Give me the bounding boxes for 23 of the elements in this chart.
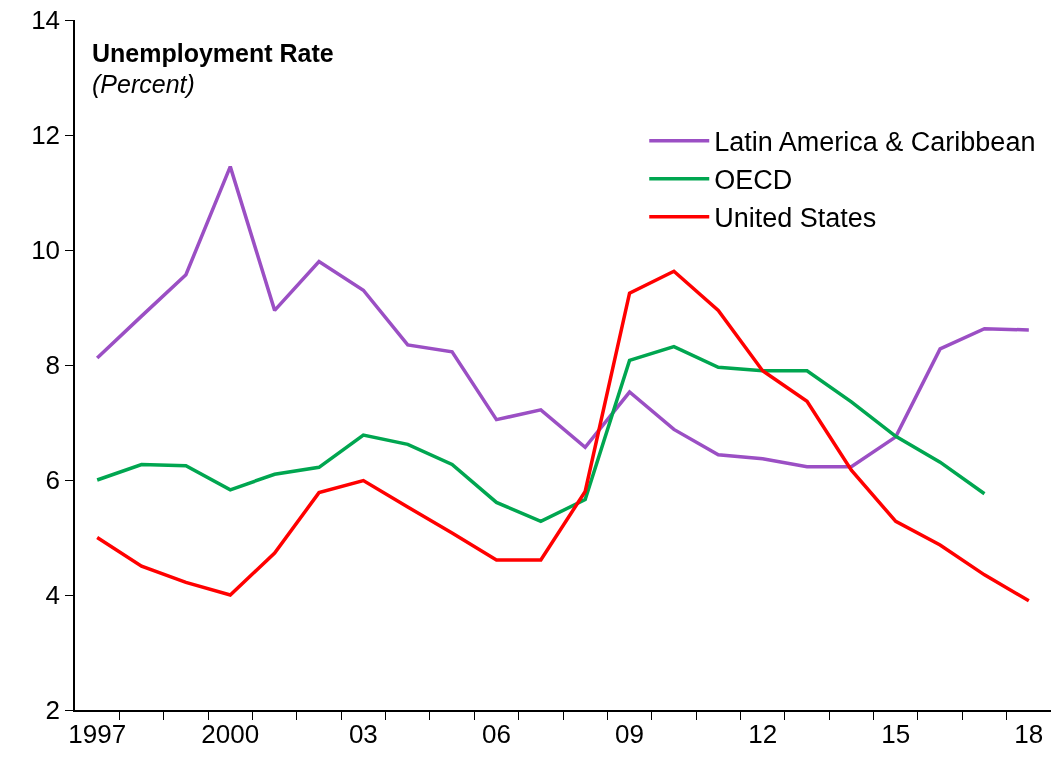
y-tick-label: 8 xyxy=(45,350,61,381)
legend-label: United States xyxy=(714,203,877,234)
line-series xyxy=(95,344,987,524)
legend-label: Latin America & Caribbean xyxy=(714,127,1036,158)
x-tick-label: 06 xyxy=(481,718,511,749)
y-tick-label: 10 xyxy=(31,235,61,266)
line-series xyxy=(95,164,1031,469)
y-tick-label: 12 xyxy=(31,120,61,151)
y-tick-label: 2 xyxy=(45,695,61,726)
x-tick-label: 1997 xyxy=(68,718,127,749)
legend-label: OECD xyxy=(714,165,793,196)
text: (Percent) xyxy=(92,70,195,98)
text: Unemployment Rate xyxy=(92,39,334,67)
x-tick-label: 09 xyxy=(615,718,645,749)
x-tick-label: 12 xyxy=(748,718,778,749)
x-tick-label: 2000 xyxy=(201,718,260,749)
x-tick-label: 03 xyxy=(348,718,378,749)
x-tick-label: 18 xyxy=(1014,718,1044,749)
line-series xyxy=(95,269,1031,603)
y-tick-label: 14 xyxy=(31,5,61,36)
y-tick-label: 6 xyxy=(45,465,61,496)
y-tick-label: 4 xyxy=(45,580,61,611)
x-tick-label: 15 xyxy=(881,718,911,749)
